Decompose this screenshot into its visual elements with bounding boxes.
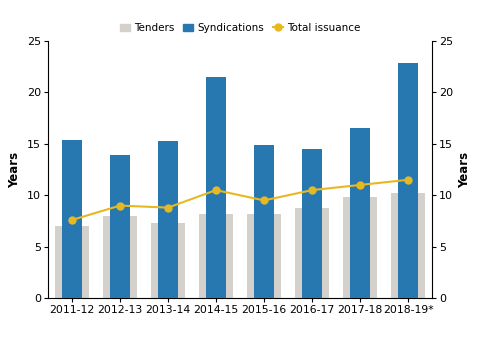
Bar [110,155,130,298]
Bar [391,193,425,298]
Bar [151,223,185,298]
Bar [254,145,274,298]
Bar [206,77,226,298]
Legend: Tenders, Syndications, Total issuance: Tenders, Syndications, Total issuance [120,23,360,33]
Bar [55,226,89,298]
Bar [158,141,178,298]
Y-axis label: Years: Years [8,152,22,187]
Bar [247,214,281,298]
Bar [62,140,82,298]
Bar [350,128,370,298]
Bar [398,63,418,298]
Bar [295,207,329,298]
Bar [302,149,322,298]
Bar [103,216,137,298]
Y-axis label: Years: Years [458,152,472,187]
Bar [199,214,233,298]
Bar [343,197,377,298]
